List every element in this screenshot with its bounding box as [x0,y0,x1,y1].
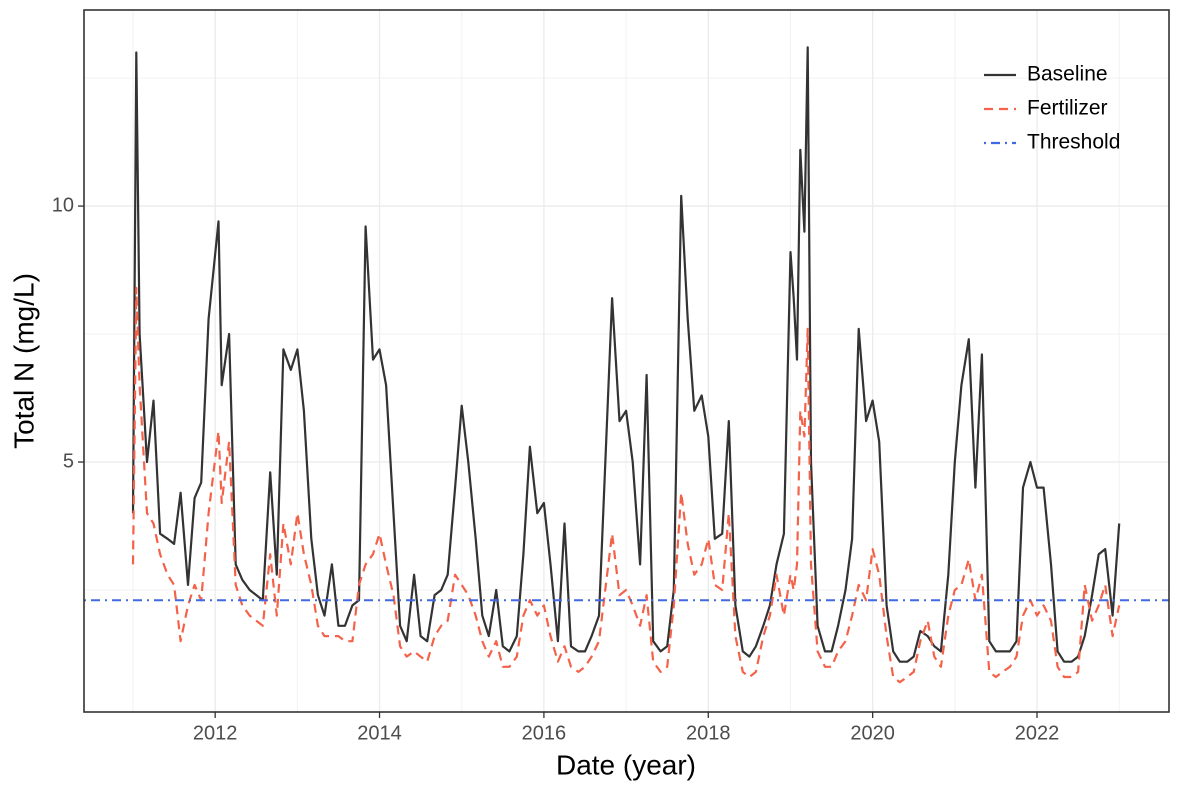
x-tick-label: 2016 [522,722,567,744]
x-axis-title: Date (year) [556,749,696,780]
legend-label: Threshold [1027,131,1120,154]
legend-label: Fertilizer [1027,97,1108,120]
x-tick-label: 2012 [193,722,238,744]
x-tick-label: 2014 [357,722,402,744]
plot-border [83,9,1170,713]
y-axis-title: Total N (mg/L) [8,273,39,449]
x-tick-label: 2022 [1015,722,1060,744]
y-tick-label: 10 [52,194,74,216]
legend-label: Baseline [1027,63,1108,86]
y-tick-label: 5 [63,450,74,472]
series-line [131,286,1121,684]
x-tick-label: 2018 [686,722,731,744]
x-tick-label: 2020 [850,722,895,744]
series-line [131,46,1121,663]
